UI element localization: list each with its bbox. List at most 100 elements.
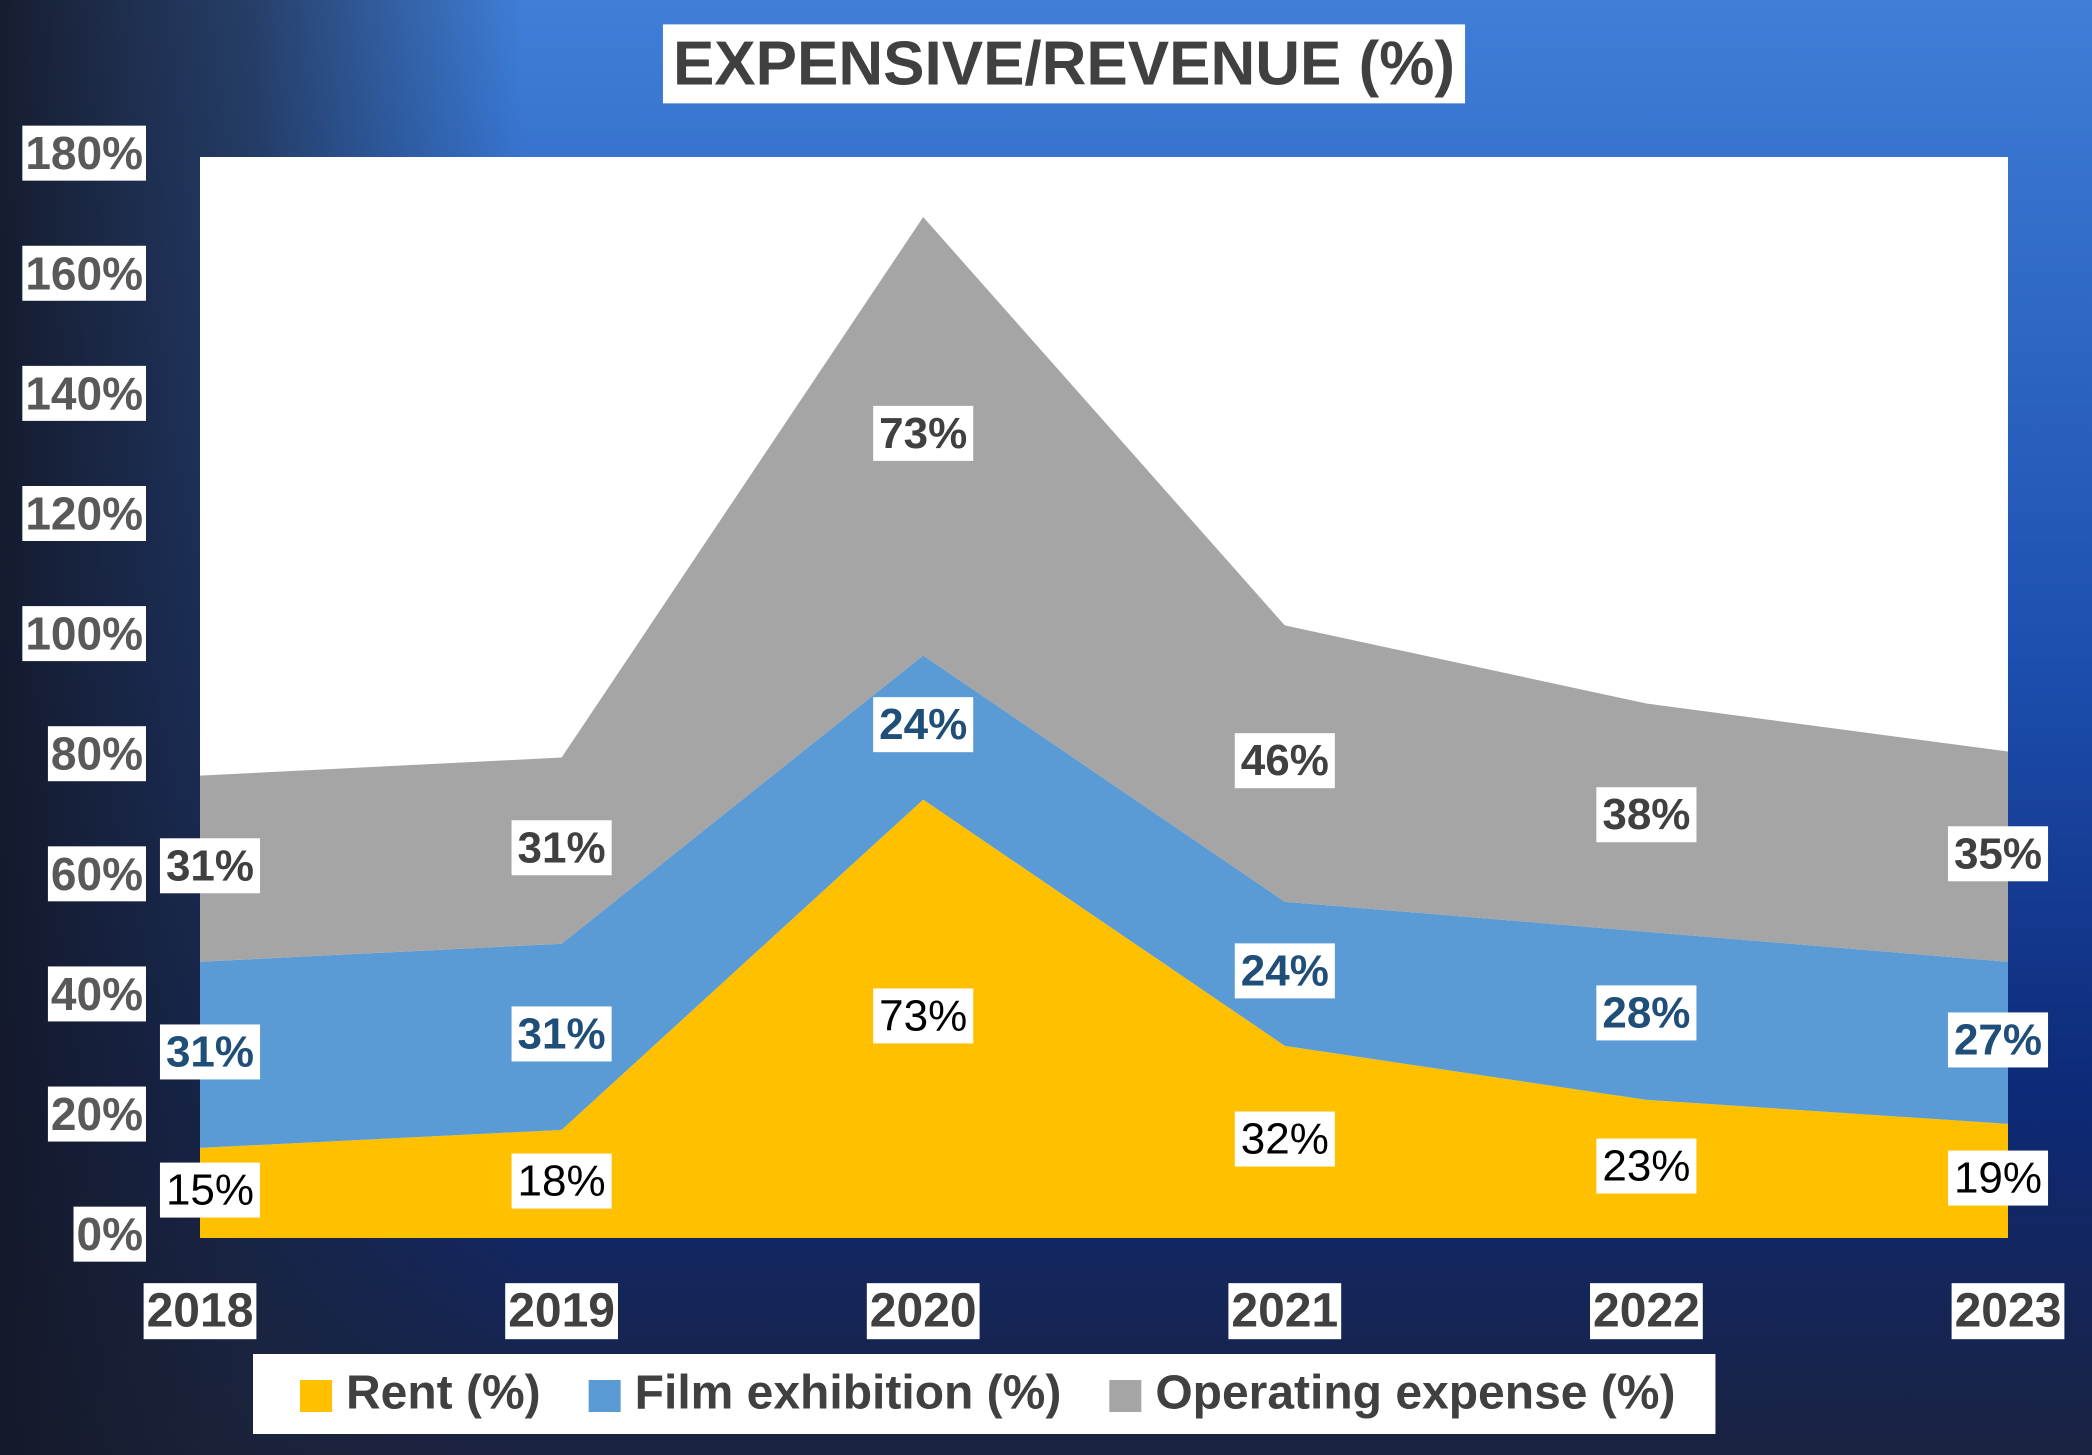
data-label-group: 23% (1596, 1138, 1697, 1194)
data-label: 23% (1602, 1142, 1690, 1191)
area (200, 655, 2008, 1148)
legend-label: Operating expense (%) (1155, 1367, 1675, 1420)
y-tick-label-box (22, 606, 146, 662)
x-tick-label: 2023 (1955, 1285, 2062, 1338)
x-tick-label-box (505, 1283, 618, 1340)
y-tick-label-group: 60% (47, 846, 146, 902)
chart-title-box (662, 24, 1466, 104)
data-label: 73% (879, 409, 967, 458)
data-label: 15% (166, 1166, 254, 1215)
data-label-box (159, 1162, 261, 1218)
x-tick-label-group: 2019 (505, 1283, 618, 1340)
x-tick-label-group: 2020 (866, 1283, 980, 1340)
y-tick-label: 20% (51, 1088, 143, 1140)
y-tick-label-box (47, 966, 146, 1022)
y-tick-label: 100% (25, 608, 143, 660)
data-label-box (873, 988, 974, 1044)
x-tick-label: 2020 (870, 1285, 977, 1338)
data-label-box (1596, 1138, 1697, 1194)
y-tick-label: 140% (25, 367, 143, 419)
data-label-group: 35% (1947, 826, 2049, 882)
data-label-box (873, 405, 974, 461)
data-label-box (873, 697, 974, 753)
data-label-box (1947, 1012, 2049, 1068)
legend-box (253, 1354, 1716, 1434)
data-label-box (511, 1006, 612, 1062)
data-label: 24% (1241, 946, 1329, 995)
data-label-box (1234, 1111, 1335, 1167)
y-tick-label: 160% (25, 247, 143, 299)
area (200, 799, 2008, 1238)
y-tick-label-box (47, 1086, 146, 1142)
data-label-group: 46% (1234, 733, 1335, 789)
data-label-box (511, 820, 612, 876)
x-tick-label: 2018 (147, 1285, 254, 1338)
x-tick-label-group: 2022 (1590, 1283, 1703, 1340)
y-tick-label: 180% (25, 127, 143, 179)
y-tick-label-box (22, 125, 146, 181)
y-tick-label-group: 40% (47, 966, 146, 1022)
data-label-box (159, 838, 261, 894)
data-label-box (511, 1153, 612, 1209)
y-tick-label-box (47, 726, 146, 782)
y-tick-label-box (22, 365, 146, 421)
legend-swatch (300, 1380, 332, 1412)
chart-title: EXPENSIVE/REVENUE (%) (673, 29, 1455, 98)
x-tick-label-box (1590, 1283, 1703, 1340)
y-tick-label-box (47, 846, 146, 902)
y-tick-label-box (22, 245, 146, 301)
data-label-group: 32% (1234, 1111, 1335, 1167)
data-label-box (159, 1024, 261, 1080)
chart-title-group: EXPENSIVE/REVENUE (%) (662, 24, 1466, 104)
x-tick-label: 2019 (508, 1285, 615, 1338)
y-tick-label-group: 120% (22, 485, 146, 541)
y-tick-label: 0% (77, 1208, 143, 1260)
data-label: 19% (1954, 1154, 2042, 1203)
y-tick-label: 60% (51, 848, 143, 900)
data-label-group: 19% (1947, 1150, 2049, 1206)
y-tick-label-group: 140% (22, 365, 146, 421)
x-tick-label-box (866, 1283, 980, 1340)
data-label-box (1947, 1150, 2049, 1206)
legend-label: Film exhibition (%) (635, 1367, 1062, 1420)
x-tick-label: 2021 (1231, 1285, 1338, 1338)
data-label-group: 73% (873, 988, 974, 1044)
y-tick-label-group: 180% (22, 125, 146, 181)
data-label: 31% (518, 823, 606, 872)
data-label-group: 31% (511, 820, 612, 876)
y-tick-label-group: 0% (73, 1206, 146, 1262)
legend-swatch (588, 1380, 621, 1412)
data-label-group: 27% (1947, 1012, 2049, 1068)
x-tick-label-group: 2023 (1951, 1283, 2065, 1340)
y-tick-label: 120% (25, 487, 143, 539)
data-label-group: 28% (1596, 985, 1697, 1041)
data-label-group: 15% (159, 1162, 261, 1218)
data-label: 73% (879, 991, 967, 1040)
x-tick-label-group: 2021 (1228, 1283, 1342, 1340)
y-tick-label-group: 80% (47, 726, 146, 782)
data-label-group: 31% (159, 838, 261, 894)
y-tick-label-box (73, 1206, 146, 1262)
data-label: 24% (879, 700, 967, 749)
y-tick-label: 80% (51, 728, 143, 780)
legend-label: Rent (%) (346, 1367, 541, 1420)
areas (200, 217, 2008, 1238)
data-label-group: 31% (511, 1006, 612, 1062)
data-label: 31% (166, 841, 254, 890)
legend-swatch (1109, 1380, 1142, 1412)
data-label: 38% (1602, 790, 1690, 839)
y-tick-label-group: 160% (22, 245, 146, 301)
area (200, 217, 2008, 962)
data-label-box (1947, 826, 2049, 882)
x-tick-label: 2022 (1593, 1285, 1700, 1338)
y-tick-label: 40% (51, 968, 143, 1020)
data-label: 18% (518, 1157, 606, 1206)
data-label-box (1234, 733, 1335, 789)
data-label-group: 18% (511, 1153, 612, 1209)
data-label-group: 38% (1596, 787, 1697, 843)
data-label: 28% (1602, 988, 1690, 1037)
y-tick-label-group: 20% (47, 1086, 146, 1142)
data-label: 27% (1954, 1015, 2042, 1064)
